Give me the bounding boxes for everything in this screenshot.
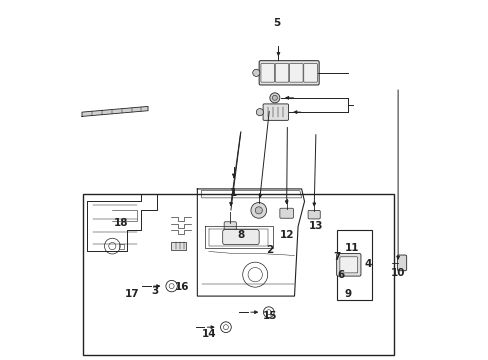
- Bar: [336, 230, 372, 300]
- Text: 12: 12: [280, 230, 294, 240]
- FancyBboxPatch shape: [289, 64, 303, 82]
- Bar: [119, 244, 124, 249]
- Circle shape: [256, 109, 263, 116]
- Text: 17: 17: [124, 289, 139, 299]
- FancyBboxPatch shape: [275, 64, 288, 82]
- Circle shape: [272, 95, 277, 100]
- Text: 13: 13: [308, 221, 323, 231]
- Text: 3: 3: [150, 286, 158, 296]
- Text: 5: 5: [272, 18, 280, 28]
- Circle shape: [250, 203, 266, 218]
- FancyBboxPatch shape: [303, 64, 317, 82]
- Text: 9: 9: [344, 289, 351, 299]
- FancyBboxPatch shape: [336, 253, 360, 276]
- FancyBboxPatch shape: [259, 61, 319, 85]
- Circle shape: [252, 69, 259, 76]
- Text: 2: 2: [265, 245, 273, 255]
- Bar: [83, 194, 393, 355]
- Text: 18: 18: [114, 218, 128, 228]
- FancyBboxPatch shape: [222, 230, 259, 245]
- FancyBboxPatch shape: [279, 208, 293, 218]
- Text: 8: 8: [237, 230, 244, 240]
- Text: 4: 4: [363, 259, 371, 269]
- Text: 6: 6: [337, 270, 344, 280]
- Bar: [171, 242, 186, 249]
- Polygon shape: [82, 107, 148, 116]
- FancyBboxPatch shape: [339, 257, 357, 273]
- Circle shape: [269, 93, 279, 103]
- FancyBboxPatch shape: [397, 255, 406, 271]
- FancyBboxPatch shape: [224, 222, 236, 232]
- Text: 1: 1: [230, 188, 237, 198]
- Text: 10: 10: [390, 268, 405, 278]
- Text: 15: 15: [263, 311, 277, 321]
- Text: 14: 14: [201, 329, 216, 339]
- FancyBboxPatch shape: [261, 64, 274, 82]
- Text: 11: 11: [344, 243, 358, 253]
- Circle shape: [255, 207, 262, 214]
- Text: 16: 16: [174, 282, 189, 292]
- Text: 7: 7: [333, 252, 340, 262]
- FancyBboxPatch shape: [307, 210, 320, 219]
- FancyBboxPatch shape: [263, 104, 288, 120]
